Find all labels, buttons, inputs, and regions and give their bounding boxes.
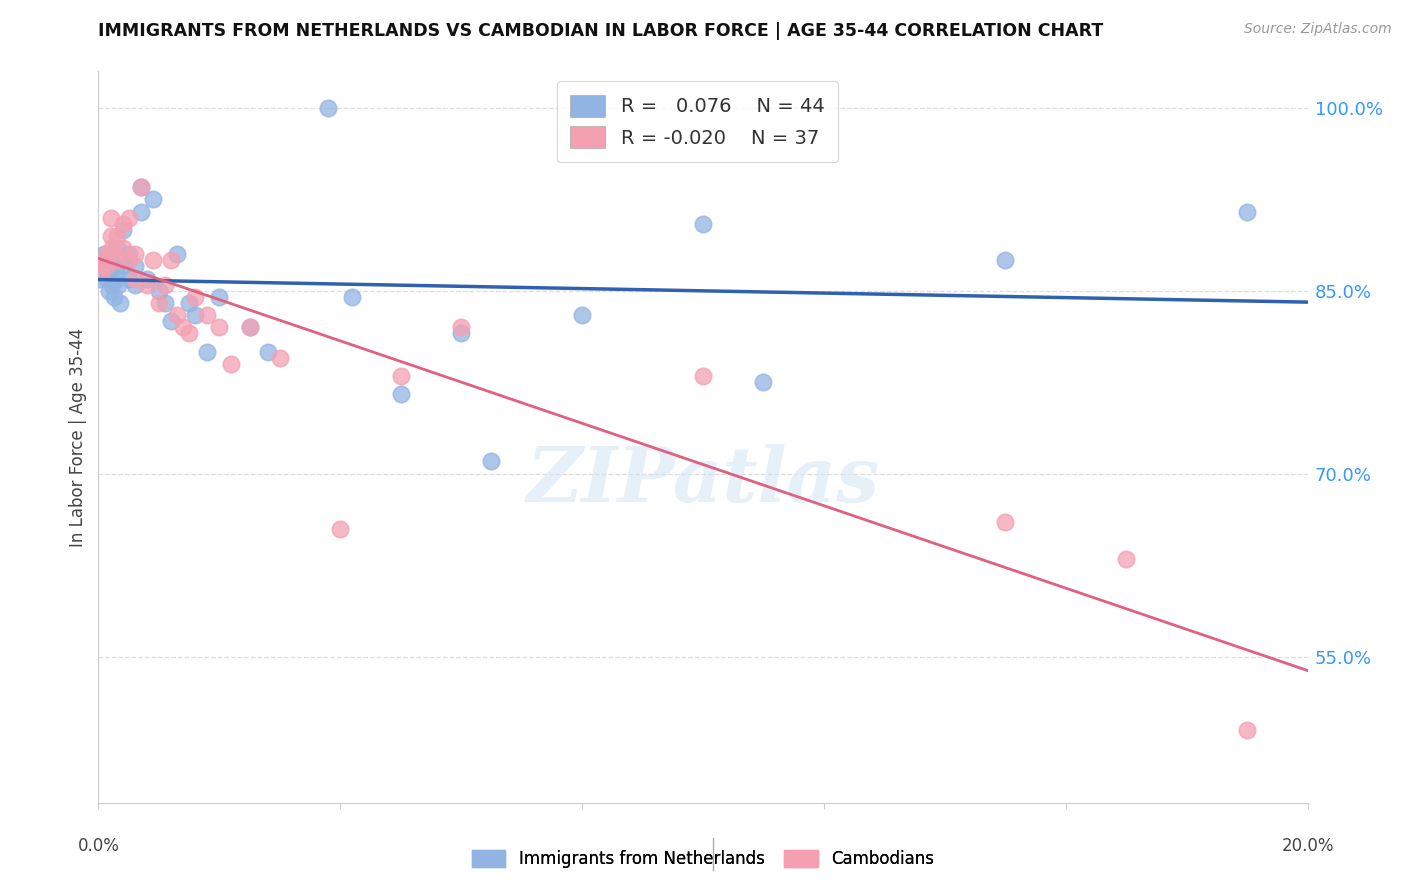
Point [221, 357, 243, 371]
Point [111, 217, 134, 231]
Point [752, 376, 775, 390]
Point [124, 271, 146, 285]
Point [994, 516, 1017, 530]
Point [118, 247, 141, 261]
Point [111, 223, 134, 237]
Point [118, 271, 141, 285]
Point [94, 260, 117, 274]
Point [124, 277, 146, 292]
Point [208, 290, 231, 304]
Point [166, 247, 188, 261]
Point [208, 320, 231, 334]
Text: ZIPatlas: ZIPatlas [526, 444, 880, 518]
Point [105, 260, 128, 274]
Point [105, 271, 128, 285]
Point [994, 253, 1017, 268]
Point [692, 217, 714, 231]
Point [239, 320, 262, 334]
Point [239, 320, 262, 334]
Point [184, 290, 207, 304]
Point [389, 369, 412, 384]
Point [124, 247, 146, 261]
Point [316, 101, 339, 115]
Point [129, 180, 152, 194]
Point [153, 277, 176, 292]
Point [100, 211, 122, 225]
Point [1236, 204, 1258, 219]
Text: IMMIGRANTS FROM NETHERLANDS VS CAMBODIAN IN LABOR FORCE | AGE 35-44 CORRELATION : IMMIGRANTS FROM NETHERLANDS VS CAMBODIAN… [98, 22, 1104, 40]
Point [1115, 552, 1137, 566]
Point [195, 344, 218, 359]
Text: 20.0%: 20.0% [1281, 837, 1334, 855]
Point [166, 308, 188, 322]
Point [105, 229, 128, 244]
Point [94, 260, 117, 274]
Point [100, 277, 122, 292]
Point [692, 369, 714, 384]
Point [105, 241, 128, 255]
Point [100, 271, 122, 285]
Point [142, 193, 165, 207]
Point [93, 253, 115, 268]
Point [142, 253, 165, 268]
Point [100, 241, 122, 255]
Point [269, 351, 291, 365]
Text: 0.0%: 0.0% [77, 837, 120, 855]
Point [100, 229, 122, 244]
Point [90, 266, 112, 280]
Point [195, 308, 218, 322]
Point [135, 271, 157, 285]
Point [481, 454, 503, 468]
Point [124, 260, 146, 274]
Point [148, 296, 170, 310]
Point [108, 296, 131, 310]
Point [129, 180, 152, 194]
Point [111, 260, 134, 274]
Point [256, 344, 278, 359]
Point [179, 326, 201, 341]
Point [148, 284, 170, 298]
Point [329, 521, 352, 535]
Point [342, 290, 364, 304]
Point [93, 247, 115, 261]
Text: Source: ZipAtlas.com: Source: ZipAtlas.com [1244, 22, 1392, 37]
Legend: Immigrants from Netherlands, Cambodians: Immigrants from Netherlands, Cambodians [465, 844, 941, 875]
Point [389, 387, 412, 401]
Point [98, 284, 121, 298]
Point [450, 326, 472, 341]
Point [179, 296, 201, 310]
Point [96, 271, 118, 285]
Point [103, 290, 125, 304]
Y-axis label: In Labor Force | Age 35-44: In Labor Force | Age 35-44 [69, 327, 87, 547]
Point [450, 320, 472, 334]
Point [100, 253, 122, 268]
Point [172, 320, 194, 334]
Point [111, 241, 134, 255]
Point [160, 253, 183, 268]
Point [135, 277, 157, 292]
Point [107, 277, 129, 292]
Point [129, 204, 152, 219]
Point [90, 271, 112, 285]
Point [96, 247, 118, 261]
Point [571, 308, 593, 322]
Point [105, 253, 128, 268]
Point [184, 308, 207, 322]
Point [160, 314, 183, 328]
Point [118, 253, 141, 268]
Point [118, 211, 141, 225]
Point [1236, 723, 1258, 737]
Point [153, 296, 176, 310]
